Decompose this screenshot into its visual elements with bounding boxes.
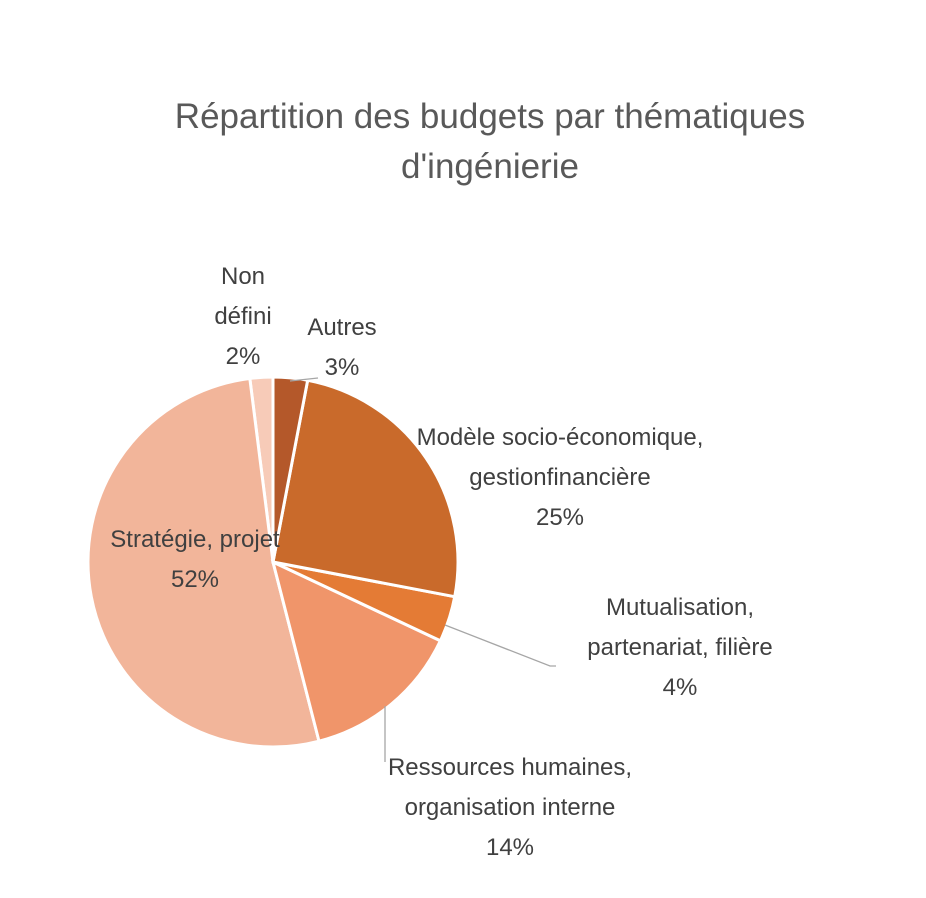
chart-title: Répartition des budgets par thématiques … (174, 97, 806, 186)
leader-line (289, 377, 319, 382)
pie-slice (271, 378, 460, 599)
pie-slice (271, 375, 310, 563)
value-label: 2% (225, 343, 261, 370)
data-label: Autres 3% (282, 308, 402, 388)
data-label: Ressources humaines, organisation intern… (350, 748, 670, 868)
pie-slice (270, 559, 443, 744)
category-label: Mutualisation, partenariat, filière (587, 594, 773, 661)
category-label: Modèle socio-économique, gestionfinanciè… (416, 424, 704, 491)
category-label: Stratégie, projet (110, 526, 280, 553)
data-label: Modèle socio-économique, gestionfinanciè… (360, 418, 760, 538)
pie-slice (86, 376, 321, 749)
value-label: 14% (485, 834, 535, 861)
value-label: 4% (662, 674, 698, 701)
value-label: 3% (324, 354, 360, 381)
value-label: 52% (170, 566, 220, 593)
category-label: Autres (307, 314, 377, 341)
data-label: Stratégie, projet 52% (110, 520, 280, 600)
category-label: Non défini (214, 263, 272, 330)
category-label: Ressources humaines, organisation intern… (387, 754, 633, 821)
value-label: 25% (535, 504, 585, 531)
data-label: Non défini 2% (198, 257, 288, 377)
leader-line (444, 624, 556, 667)
data-label: Mutualisation, partenariat, filière 4% (550, 588, 810, 708)
